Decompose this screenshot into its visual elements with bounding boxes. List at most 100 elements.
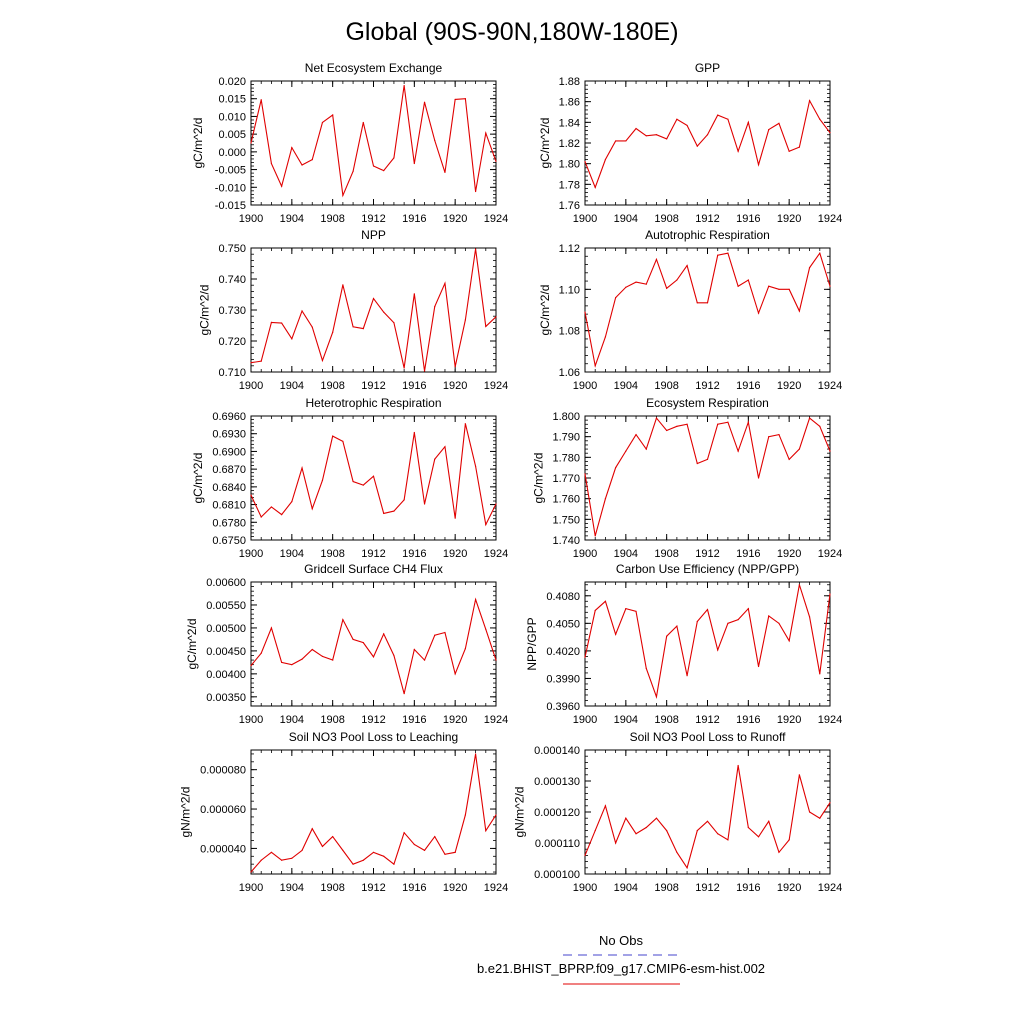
y-tick-label: 0.4080: [546, 591, 580, 603]
data-point: [250, 362, 252, 364]
y-axis-label: NPP/GPP: [525, 617, 539, 670]
data-point: [666, 287, 668, 289]
x-tick-label: 1924: [484, 714, 508, 726]
data-point: [727, 421, 729, 423]
data-point: [474, 753, 477, 755]
x-tick-label: 1916: [736, 882, 760, 894]
data-point: [403, 832, 405, 834]
data-point: [584, 473, 586, 475]
x-tick-label: 1924: [484, 380, 508, 392]
x-tick-label: 1908: [320, 548, 344, 560]
panel-title: Gridcell Surface CH4 Flux: [304, 562, 443, 576]
x-tick-label: 1908: [320, 882, 344, 894]
data-point: [635, 833, 637, 835]
data-point: [291, 664, 293, 666]
data-point: [819, 252, 821, 254]
data-point: [747, 121, 749, 123]
data-point: [260, 99, 262, 101]
x-tick-label: 1900: [239, 380, 263, 392]
data-point: [747, 826, 749, 829]
panel-6: Gridcell Surface CH4 Flux 1900 1904 1908 191…: [185, 562, 508, 726]
y-tick-label: 0.000130: [534, 776, 580, 788]
data-point: [625, 608, 627, 610]
x-tick-label: 1920: [443, 714, 467, 726]
data-point: [332, 836, 334, 838]
data-point: [615, 297, 617, 299]
data-point: [474, 465, 477, 467]
data-point: [788, 288, 790, 290]
y-tick-label: 0.00550: [206, 600, 246, 612]
data-point: [250, 494, 252, 496]
x-tick-label: 1912: [361, 213, 385, 225]
data-point: [260, 360, 262, 362]
y-axis-label: gC/m^2/d: [185, 619, 199, 670]
y-tick-label: 0.4050: [546, 618, 580, 630]
x-tick-label: 1912: [695, 380, 719, 392]
x-tick-label: 1908: [654, 882, 678, 894]
x-tick-label: 1924: [818, 714, 842, 726]
y-tick-label: -0.015: [215, 200, 246, 212]
data-point: [403, 367, 405, 369]
y-tick-label: 0.6900: [212, 446, 246, 458]
data-point: [604, 336, 607, 338]
y-tick-label: 0.000100: [534, 869, 580, 881]
panel-7: Carbon Use Efficiency (NPP/GPP) 1900 1904 1…: [525, 562, 842, 726]
data-point: [301, 467, 303, 469]
y-axis-label: gN/m^2/d: [513, 787, 527, 838]
x-tick-label: 1904: [280, 714, 304, 726]
panel-title: Heterotrophic Respiration: [305, 396, 441, 410]
data-point: [372, 656, 375, 658]
data-point: [413, 431, 415, 434]
x-tick-label: 1904: [280, 882, 304, 894]
data-point: [778, 288, 780, 290]
x-tick-label: 1900: [573, 213, 597, 225]
series-line: [250, 597, 497, 694]
data-point: [332, 331, 334, 333]
data-point: [747, 421, 749, 423]
series-line: [584, 584, 831, 699]
y-tick-label: 0.730: [218, 305, 246, 317]
legend: No Obs b.e21.BHIST_BPRP.f09_g17.CMIP6-es…: [477, 933, 765, 985]
data-point: [706, 302, 709, 304]
y-tick-label: 0.740: [218, 274, 246, 286]
y-tick-label: 1.12: [559, 243, 580, 255]
data-point: [696, 462, 698, 465]
plot-frame: [584, 581, 831, 707]
data-point: [829, 593, 831, 595]
plot-frame: [250, 749, 497, 875]
y-tick-label: 1.08: [559, 326, 580, 338]
x-tick-label: 1912: [361, 714, 385, 726]
data-point: [798, 146, 800, 148]
data-point: [829, 450, 831, 452]
data-point: [352, 170, 354, 172]
panel-title: Autotrophic Respiration: [645, 228, 770, 242]
y-tick-label: 0.3990: [546, 673, 580, 685]
data-point: [362, 484, 364, 486]
legend-model-label: b.e21.BHIST_BPRP.f09_g17.CMIP6-esm-hist.…: [477, 961, 765, 976]
data-point: [625, 450, 627, 452]
x-tick-label: 1916: [402, 380, 426, 392]
panel-1: GPP 1900 1904 1908 1912 1916 1920 1924 1.76 1.78 1…: [538, 61, 842, 225]
x-tick-label: 1916: [402, 213, 426, 225]
data-point: [706, 458, 709, 460]
data-point: [270, 627, 273, 629]
data-point: [362, 642, 364, 644]
data-point: [676, 425, 678, 427]
x-tick-label: 1912: [361, 882, 385, 894]
data-point: [413, 843, 415, 846]
data-point: [757, 836, 760, 838]
y-tick-label: 1.06: [559, 367, 580, 379]
data-point: [808, 267, 811, 269]
x-tick-label: 1924: [818, 380, 842, 392]
data-point: [727, 839, 729, 841]
data-point: [434, 836, 436, 838]
data-point: [757, 665, 760, 668]
series-line: [250, 248, 497, 372]
data-point: [778, 851, 780, 853]
x-tick-label: 1920: [777, 882, 801, 894]
data-point: [352, 326, 354, 328]
x-tick-label: 1904: [614, 548, 638, 560]
x-tick-label: 1900: [573, 882, 597, 894]
y-tick-label: 0.015: [218, 94, 246, 106]
plot-frame: [584, 247, 831, 373]
